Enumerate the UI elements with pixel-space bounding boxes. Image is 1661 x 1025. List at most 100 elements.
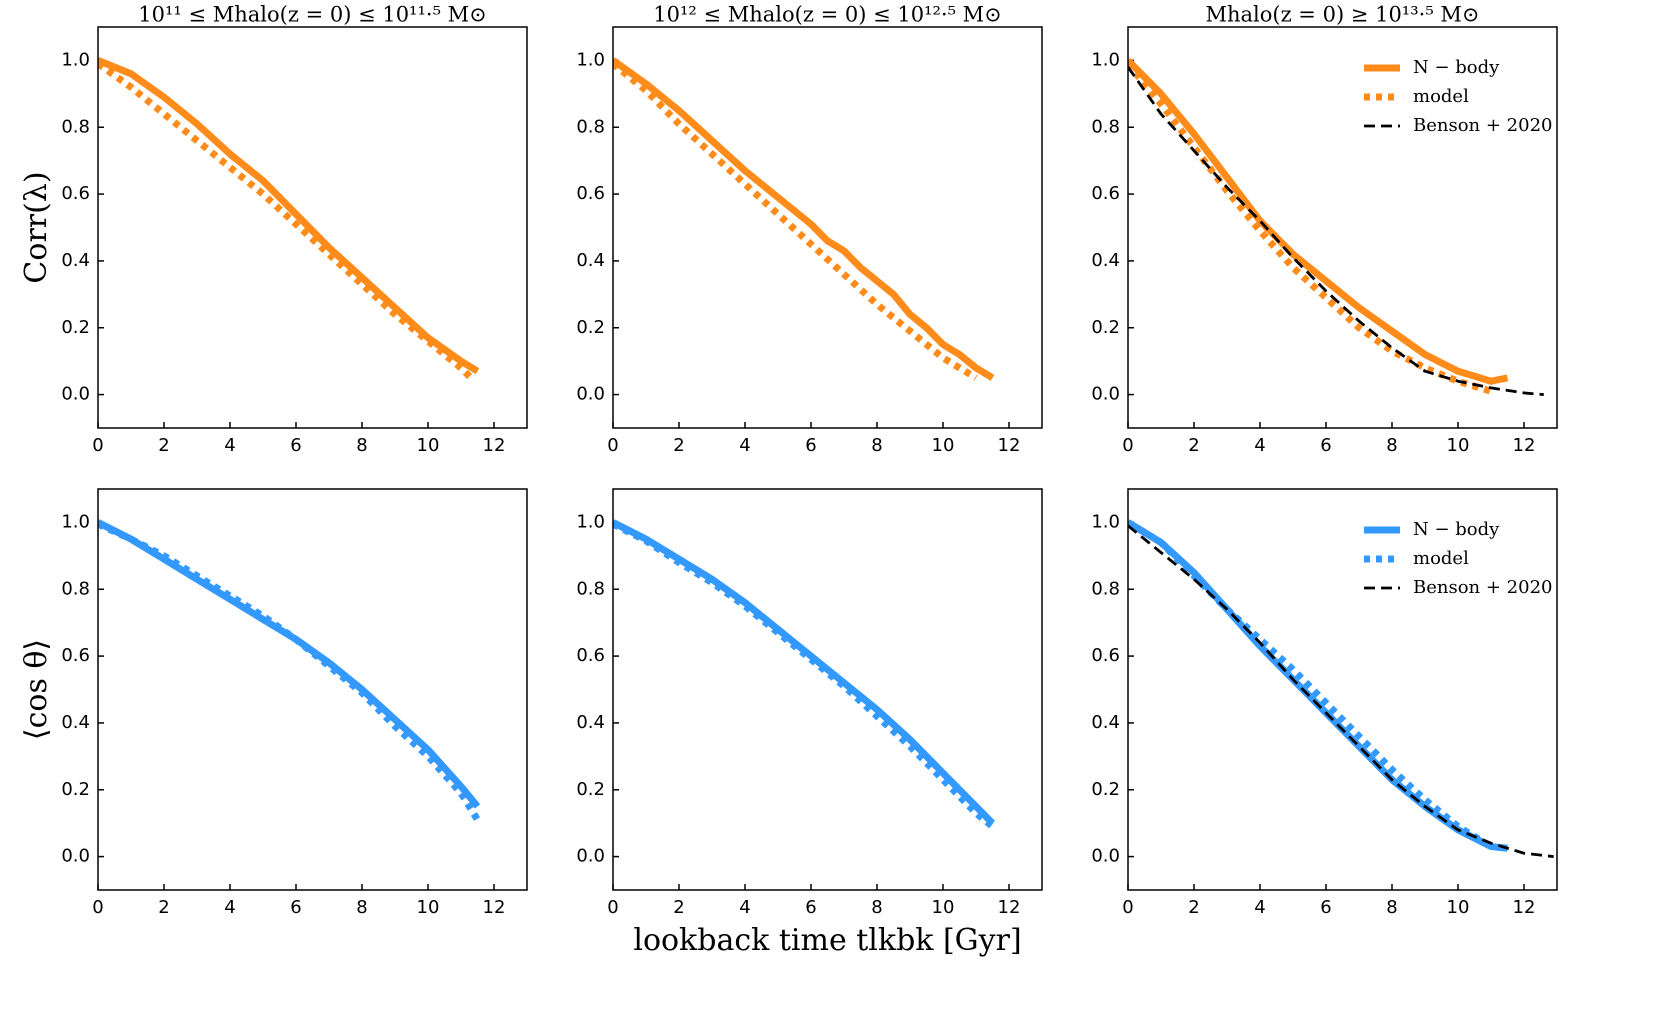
- y-tick-label: 0.6: [1091, 645, 1120, 666]
- panel: 0 2 4 6 8 10 12 0.0 0.2 0.4 0.6 0.8 1.0 10¹¹ ≤ Mhalo(…: [19, 3, 528, 456]
- y-tick-label: 0.4: [61, 250, 90, 271]
- y-tick-label: 0.2: [61, 317, 90, 338]
- x-tick-label: 6: [1320, 435, 1331, 456]
- x-tick-label: 4: [739, 897, 750, 918]
- series-line: [1128, 519, 1493, 850]
- x-tick-label: 6: [805, 897, 816, 918]
- x-tick-label: 0: [92, 897, 103, 918]
- axes-frame: [1127, 488, 1558, 891]
- y-tick-label: 0.8: [576, 578, 605, 599]
- axes-frame: [97, 488, 528, 891]
- y-tick-label: 0.8: [61, 578, 90, 599]
- x-tick-label: 10: [932, 435, 955, 456]
- x-tick-label: 10: [417, 897, 440, 918]
- x-axis-label: lookback time tlkbk [Gyr]: [633, 923, 1021, 958]
- series-line: [98, 519, 481, 809]
- series-line: [98, 60, 474, 381]
- x-tick-label: 12: [1513, 897, 1536, 918]
- y-tick-label: 0.8: [576, 116, 605, 137]
- x-tick-label: 6: [290, 897, 301, 918]
- x-tick-label: 4: [1254, 897, 1265, 918]
- x-tick-label: 8: [356, 897, 367, 918]
- panel: 0 2 4 6 8 10 12 0.0 0.2 0.4 0.6 0.8 1.0 10¹² ≤ Mhalo(…: [576, 3, 1043, 456]
- x-tick-label: 8: [871, 435, 882, 456]
- panel-title: 10¹¹ ≤ Mhalo(z = 0) ≤ 10¹¹·⁵ M⊙: [138, 3, 487, 27]
- y-tick-label: 0.0: [61, 384, 90, 405]
- x-tick-label: 0: [92, 435, 103, 456]
- panel: 0 2 4 6 8 10 12 0.0 0.2 0.4 0.6 0.8 1.0 N − body model…: [1091, 3, 1558, 456]
- y-tick-label: 0.6: [61, 183, 90, 204]
- y-tick-label: 0.6: [576, 183, 605, 204]
- y-tick-label: 1.0: [576, 511, 605, 532]
- x-tick-label: 6: [805, 435, 816, 456]
- x-tick-label: 12: [998, 435, 1021, 456]
- x-tick-label: 10: [417, 435, 440, 456]
- series-line: [98, 520, 481, 822]
- panel-title: Mhalo(z = 0) ≥ 10¹³·⁵ M⊙: [1205, 3, 1479, 27]
- x-tick-label: 12: [483, 435, 506, 456]
- y-tick-label: 1.0: [61, 49, 90, 70]
- x-tick-label: 12: [1513, 435, 1536, 456]
- y-tick-label: 0.2: [61, 779, 90, 800]
- x-tick-label: 10: [1447, 897, 1470, 918]
- x-tick-label: 12: [483, 897, 506, 918]
- x-tick-label: 0: [1122, 435, 1133, 456]
- x-tick-label: 12: [998, 897, 1021, 918]
- y-tick-label: 0.4: [61, 712, 90, 733]
- y-tick-label: 0.8: [61, 116, 90, 137]
- series-line: [613, 61, 978, 381]
- series-line: [1128, 524, 1554, 858]
- x-tick-label: 8: [1386, 435, 1397, 456]
- y-tick-label: 1.0: [1091, 511, 1120, 532]
- y-tick-label: 0.2: [576, 779, 605, 800]
- y-axis-label: Corr(λ): [19, 171, 54, 283]
- x-tick-label: 0: [1122, 897, 1133, 918]
- x-tick-label: 0: [607, 897, 618, 918]
- x-tick-label: 10: [932, 897, 955, 918]
- y-tick-label: 0.0: [1091, 846, 1120, 867]
- panel: 0 2 4 6 8 10 12 0.0 0.2 0.4 0.6 0.8 1.0 ⟨cos θ⟩: [19, 488, 528, 918]
- y-tick-label: 0.4: [576, 250, 605, 271]
- x-tick-label: 8: [1386, 897, 1397, 918]
- panel: 0 2 4 6 8 10 12 0.0 0.2 0.4 0.6 0.8 1.0 N − body model…: [1091, 488, 1558, 918]
- x-tick-label: 2: [1188, 435, 1199, 456]
- y-tick-label: 0.0: [1091, 384, 1120, 405]
- y-tick-label: 0.4: [576, 712, 605, 733]
- y-tick-label: 0.2: [1091, 317, 1120, 338]
- series-line: [613, 520, 995, 830]
- legend-label: Benson + 2020: [1413, 577, 1552, 598]
- y-tick-label: 0.2: [576, 317, 605, 338]
- y-tick-label: 0.6: [576, 645, 605, 666]
- y-tick-label: 1.0: [61, 511, 90, 532]
- legend-label: model: [1413, 86, 1469, 107]
- x-tick-label: 4: [224, 435, 235, 456]
- x-tick-label: 6: [290, 435, 301, 456]
- y-tick-label: 0.6: [1091, 183, 1120, 204]
- x-tick-label: 2: [673, 435, 684, 456]
- y-tick-label: 1.0: [576, 49, 605, 70]
- y-tick-label: 0.4: [1091, 250, 1120, 271]
- x-tick-label: 4: [1254, 435, 1265, 456]
- y-axis-label: ⟨cos θ⟩: [19, 639, 54, 740]
- y-tick-label: 0.6: [61, 645, 90, 666]
- x-tick-label: 0: [607, 435, 618, 456]
- axes-frame: [612, 26, 1043, 429]
- series-line: [1128, 61, 1493, 395]
- x-tick-label: 8: [871, 897, 882, 918]
- y-tick-label: 0.8: [1091, 116, 1120, 137]
- axes-frame: [97, 26, 528, 429]
- x-tick-label: 4: [224, 897, 235, 918]
- x-tick-label: 8: [356, 435, 367, 456]
- x-tick-label: 10: [1447, 435, 1470, 456]
- x-tick-label: 2: [673, 897, 684, 918]
- y-tick-label: 1.0: [1091, 49, 1120, 70]
- y-tick-label: 0.2: [1091, 779, 1120, 800]
- y-tick-label: 0.8: [1091, 578, 1120, 599]
- y-tick-label: 0.0: [576, 384, 605, 405]
- legend-label: N − body: [1413, 519, 1500, 540]
- legend-label: model: [1413, 548, 1469, 569]
- legend-label: N − body: [1413, 57, 1500, 78]
- axes-frame: [1127, 26, 1558, 429]
- panel-title: 10¹² ≤ Mhalo(z = 0) ≤ 10¹²·⁵ M⊙: [653, 3, 1002, 27]
